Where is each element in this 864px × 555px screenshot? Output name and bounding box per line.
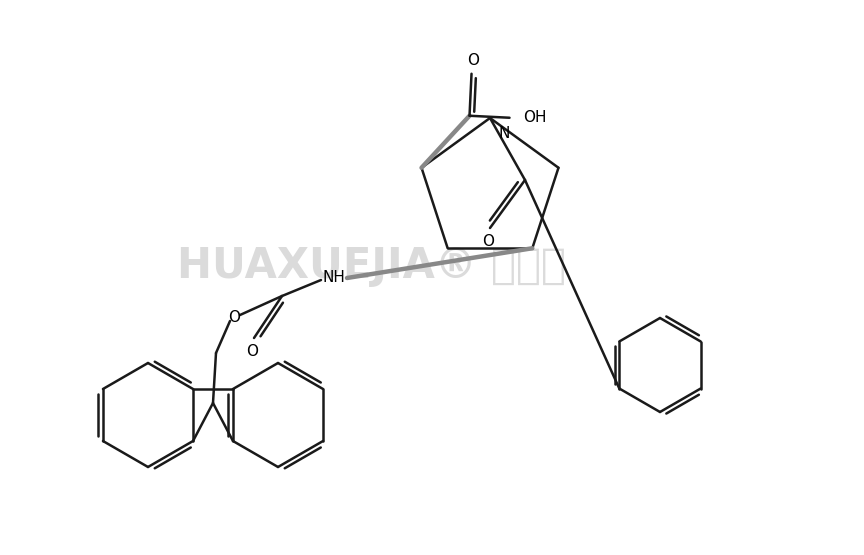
Text: O: O xyxy=(482,234,494,249)
Text: N: N xyxy=(498,126,510,141)
Text: O: O xyxy=(467,53,480,68)
Text: OH: OH xyxy=(524,110,547,125)
Text: O: O xyxy=(228,310,240,325)
Text: NH: NH xyxy=(322,270,346,285)
Text: O: O xyxy=(246,344,258,359)
Text: HUAXUEJIA® 化学加: HUAXUEJIA® 化学加 xyxy=(177,245,566,287)
